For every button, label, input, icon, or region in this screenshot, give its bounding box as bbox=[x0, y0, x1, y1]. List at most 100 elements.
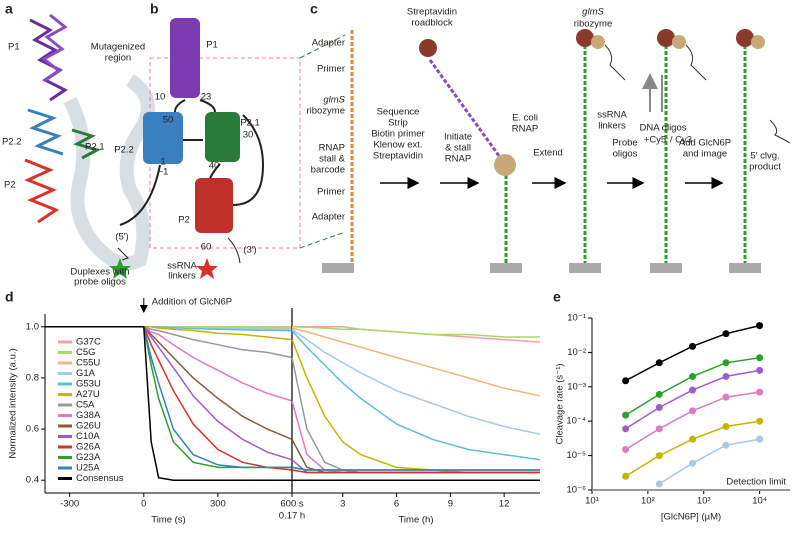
position-label: 23 bbox=[201, 92, 212, 103]
series-line bbox=[291, 328, 541, 435]
rnap-label: RNAP bbox=[512, 124, 538, 135]
secondary-structure bbox=[109, 18, 346, 279]
data-point bbox=[756, 435, 764, 443]
y-axis-title: Cleavage rate (s⁻¹) bbox=[555, 363, 566, 444]
position-label: 1 bbox=[160, 157, 165, 168]
assay-drawing bbox=[322, 29, 791, 273]
step-label: Probe bbox=[612, 138, 637, 149]
linker-label: ssRNA bbox=[167, 261, 197, 272]
helix-label: P2.2 bbox=[114, 145, 134, 156]
legend-label: C55U bbox=[76, 358, 100, 369]
series-line bbox=[291, 438, 540, 474]
x-tick-label: -300 bbox=[60, 499, 79, 510]
product-label: product bbox=[749, 162, 781, 173]
series-line bbox=[625, 324, 760, 382]
oligo-label: DNA oligos bbox=[640, 123, 687, 134]
step-label: and image bbox=[683, 149, 727, 160]
x-tick-label: 10⁴ bbox=[752, 496, 767, 507]
series-line bbox=[291, 357, 540, 474]
region-label: Mutagenized bbox=[91, 42, 145, 53]
region-label: region bbox=[105, 53, 131, 64]
panel-label: a bbox=[5, 1, 13, 17]
step-label: RNAP bbox=[445, 154, 471, 165]
step-label: Streptavidin bbox=[373, 151, 423, 162]
x-tick-label: 10² bbox=[641, 496, 655, 507]
oligo-label: / Cy3 bbox=[670, 135, 692, 146]
legend-label: A27U bbox=[76, 389, 100, 400]
construct-label: Adapter bbox=[312, 212, 345, 223]
legend-label: Consensus bbox=[76, 473, 124, 484]
x-tick-label: 300 bbox=[210, 499, 226, 510]
series-line bbox=[625, 420, 760, 477]
step-label: Klenow ext. bbox=[373, 140, 422, 151]
step-label: oligos bbox=[613, 149, 638, 160]
series-line bbox=[625, 391, 760, 451]
roadblock-label: Streptavidin bbox=[407, 7, 457, 18]
series-line bbox=[625, 356, 760, 416]
x-tick-label: 12 bbox=[499, 499, 510, 510]
end-label: (3′) bbox=[243, 245, 256, 256]
x-axis-title: Time (h) bbox=[398, 515, 433, 526]
legend-label: G37C bbox=[76, 337, 101, 348]
x-tick-label: 9 bbox=[448, 499, 453, 510]
product-label: 5′ clvg. bbox=[750, 151, 779, 162]
step-label: Strip bbox=[388, 118, 408, 129]
helix-label: P1 bbox=[8, 42, 20, 53]
legend-label: G53U bbox=[76, 379, 101, 390]
step-label: Biotin primer bbox=[371, 129, 424, 140]
series-line bbox=[291, 339, 540, 474]
roadblock-label: roadblock bbox=[411, 18, 452, 29]
linker-label: linkers bbox=[168, 271, 196, 282]
rnap-label: E. coli bbox=[512, 113, 538, 124]
x-tick-label: 10¹ bbox=[585, 496, 599, 507]
helix-label: P2 bbox=[4, 180, 16, 191]
helix-label: P2.2 bbox=[2, 137, 22, 148]
construct-label: ribozyme bbox=[306, 106, 345, 117]
y-tick-label: 1.0 bbox=[26, 321, 39, 332]
position-label: 40 bbox=[209, 161, 220, 172]
annotation: Detection limit bbox=[726, 477, 786, 488]
y-tick-label: 10⁻⁴ bbox=[566, 416, 586, 427]
legend-label: G1A bbox=[76, 368, 96, 379]
x-tick-label: 10³ bbox=[697, 496, 711, 507]
series-line bbox=[291, 326, 540, 338]
y-tick-label: 10⁻⁶ bbox=[567, 485, 587, 496]
x-tick-label: 3 bbox=[340, 499, 345, 510]
step-label: & stall bbox=[445, 143, 471, 154]
series-line bbox=[45, 326, 293, 471]
x-tick-label: 0 bbox=[141, 499, 146, 510]
step-label: Extend bbox=[533, 148, 563, 159]
oligo-label: +Cy5 bbox=[644, 135, 666, 146]
position-label: 10 bbox=[155, 92, 166, 103]
data-point bbox=[655, 480, 663, 488]
helix-label: P1 bbox=[206, 40, 218, 51]
step-label: Sequence bbox=[377, 107, 420, 118]
series-line bbox=[45, 326, 293, 402]
y-tick-label: 0.8 bbox=[26, 372, 39, 383]
y-tick-label: 10⁻¹ bbox=[567, 313, 586, 324]
ribozyme-label: glmS bbox=[582, 7, 604, 18]
y-tick-label: 10⁻³ bbox=[567, 381, 586, 392]
panel-label: d bbox=[5, 289, 14, 305]
series-line bbox=[625, 369, 760, 430]
legend-label: G26A bbox=[76, 442, 101, 453]
construct-label: Adapter bbox=[312, 38, 345, 49]
construct-label: Primer bbox=[317, 187, 345, 198]
y-tick-label: 10⁻² bbox=[567, 347, 586, 358]
series-line bbox=[291, 330, 541, 461]
structure-drawing bbox=[24, 13, 155, 271]
helix-label: P2.1 bbox=[85, 142, 105, 153]
construct-label: Primer bbox=[317, 64, 345, 75]
helix-label: P2 bbox=[178, 215, 190, 226]
legend-label: G26U bbox=[76, 421, 101, 432]
series-line bbox=[658, 438, 760, 485]
series-line bbox=[291, 469, 540, 474]
linker-label: ssRNA bbox=[597, 110, 627, 121]
y-tick-label: 0.6 bbox=[26, 424, 39, 435]
series-line bbox=[45, 326, 293, 461]
legend-label: G23A bbox=[76, 452, 101, 463]
position-label: −1 bbox=[158, 167, 169, 178]
series-line bbox=[291, 327, 541, 397]
construct-label: stall & bbox=[319, 154, 346, 165]
